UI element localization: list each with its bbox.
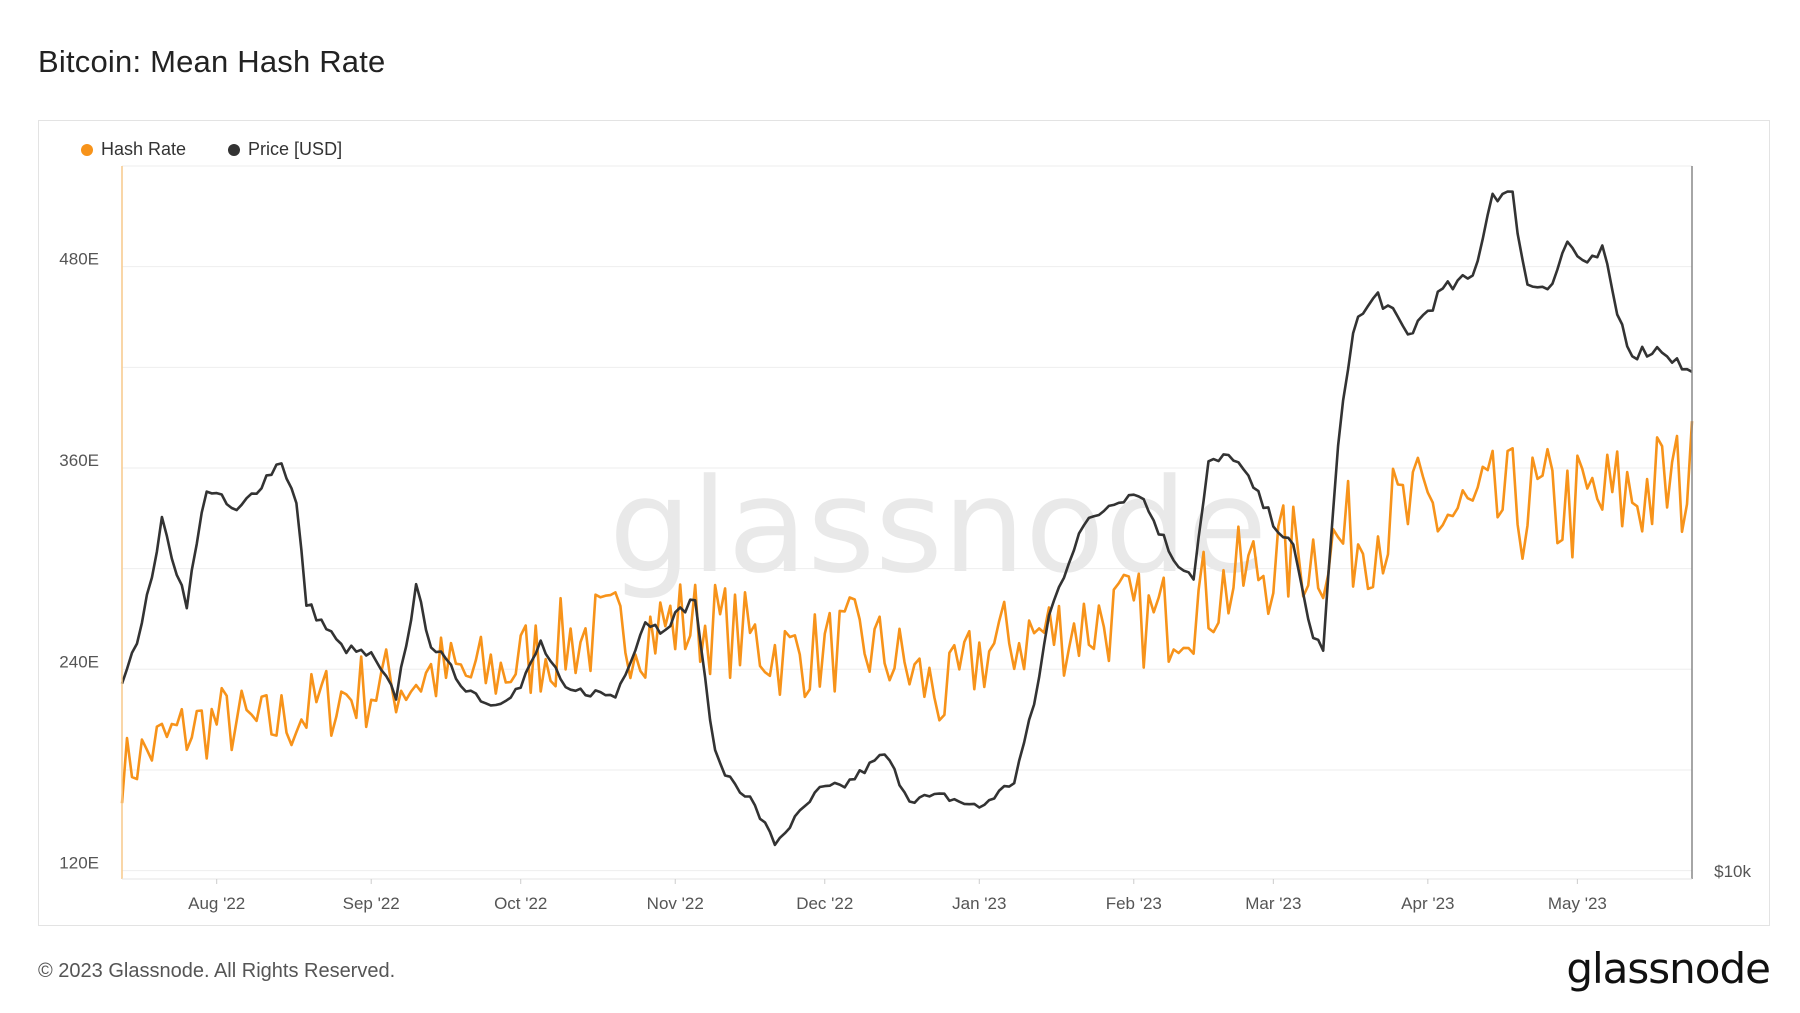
legend-label-price: Price [USD] xyxy=(248,139,343,159)
y-right-tick-label: $10k xyxy=(1714,862,1751,881)
legend-dot-hash-rate xyxy=(81,143,93,156)
grid-lines xyxy=(122,165,1692,872)
series-group xyxy=(120,190,1694,847)
x-tick-label: Oct '22 xyxy=(494,894,547,913)
legend-label-hash-rate: Hash Rate xyxy=(101,139,187,159)
x-tick-label: Jan '23 xyxy=(952,894,1006,913)
y-left-tick-label: 480E xyxy=(59,250,99,269)
chart-svg: glassnode 120E 240E 360E 480E $10k Aug '22 Sep… xyxy=(59,165,1751,913)
chart-panel: Hash Rate Price [USD] glassnode 120E 240E… xyxy=(38,120,1770,926)
legend-item-hash-rate[interactable]: Hash Rate xyxy=(81,139,186,160)
x-tick-label: Apr '23 xyxy=(1401,894,1454,913)
y-left-tick-label: 360E xyxy=(59,451,99,470)
axes: 120E 240E 360E 480E $10k Aug '22 Sep '22 Oct '2… xyxy=(59,166,1751,913)
x-tick-label: Feb '23 xyxy=(1106,894,1162,913)
x-tick-label: Sep '22 xyxy=(343,894,400,913)
chart-title: Bitcoin: Mean Hash Rate xyxy=(38,44,386,79)
copyright-text: © 2023 Glassnode. All Rights Reserved. xyxy=(38,960,396,982)
x-tick-label: Mar '23 xyxy=(1245,894,1301,913)
x-tick-label: Nov '22 xyxy=(647,894,704,913)
series-line-price xyxy=(120,190,1693,847)
y-left-tick-label: 120E xyxy=(59,854,99,873)
legend-dot-price xyxy=(228,143,241,156)
legend-item-price[interactable]: Price [USD] xyxy=(228,139,342,160)
x-tick-label: Aug '22 xyxy=(188,894,245,913)
watermark: glassnode xyxy=(609,450,1267,602)
legend: Hash Rate Price [USD] xyxy=(81,139,342,160)
glassnode-logo[interactable]: glassnode xyxy=(1566,944,1771,993)
x-tick-label: Dec '22 xyxy=(796,894,853,913)
x-tick-label: May '23 xyxy=(1548,894,1607,913)
y-left-tick-label: 240E xyxy=(59,652,99,671)
series-line-hash-rate xyxy=(120,421,1694,804)
